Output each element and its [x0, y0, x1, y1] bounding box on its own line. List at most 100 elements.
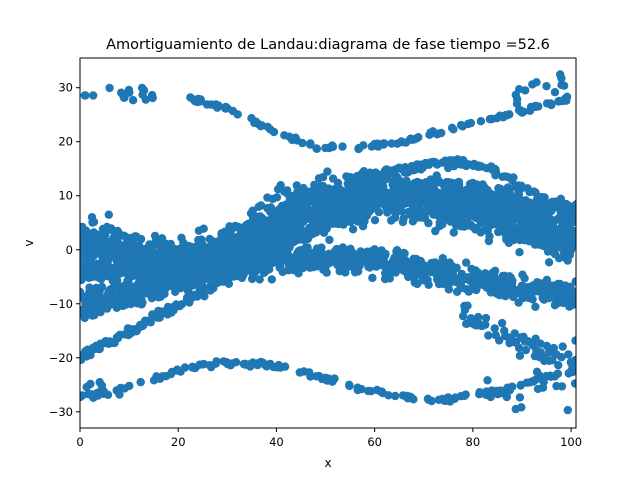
scatter-point [525, 378, 534, 387]
scatter-point [201, 266, 211, 276]
scatter-point [139, 86, 149, 95]
scatter-point [459, 311, 468, 321]
scatter-point [368, 273, 377, 283]
scatter-point [137, 288, 146, 298]
scatter-point [92, 283, 101, 293]
scatter-point [427, 396, 436, 406]
scatter-point [118, 264, 128, 274]
scatter-point [475, 388, 484, 397]
scatter-point [432, 268, 441, 277]
scatter-point [431, 200, 440, 209]
scatter-point [355, 261, 364, 270]
y-tick-label: 20 [58, 135, 73, 149]
scatter-point [156, 292, 165, 301]
scatter-point [248, 206, 257, 215]
scatter-point [515, 203, 524, 212]
scatter-point [331, 193, 340, 202]
scatter-point [295, 368, 304, 377]
scatter-point [177, 233, 186, 242]
scatter-point [293, 187, 302, 196]
scatter-point [443, 211, 452, 220]
scatter-point [505, 272, 514, 281]
scatter-point [205, 361, 214, 370]
scatter-point [413, 201, 423, 210]
scatter-point [460, 214, 469, 223]
scatter-point [338, 243, 348, 252]
scatter-point [292, 136, 302, 145]
scatter-point [355, 207, 364, 216]
scatter-point [146, 289, 155, 298]
scatter-point [89, 91, 98, 100]
scatter-point [443, 259, 452, 268]
scatter-point [129, 271, 139, 280]
scatter-point [449, 228, 458, 237]
scatter-point [401, 187, 410, 196]
scatter-point [87, 390, 96, 399]
scatter-point [136, 377, 145, 387]
scatter-point [426, 175, 435, 184]
scatter-point [96, 268, 106, 277]
scatter-point [102, 298, 112, 307]
scatter-point [538, 383, 548, 392]
scatter-point [515, 248, 524, 257]
scatter-point [377, 184, 386, 193]
scatter-point [350, 175, 359, 185]
scatter-point [325, 235, 334, 245]
scatter-point [110, 245, 119, 255]
scatter-point [525, 187, 534, 197]
scatter-point [397, 207, 406, 216]
scatter-point [313, 184, 323, 193]
scatter-point [475, 209, 485, 218]
scatter-point [226, 241, 235, 251]
scatter-point [562, 92, 572, 102]
scatter-point [540, 226, 549, 236]
scatter-point [508, 224, 517, 233]
scatter-point [443, 266, 453, 275]
scatter-point [400, 168, 410, 177]
y-tick-label: −10 [49, 297, 73, 311]
scatter-point [346, 254, 356, 263]
scatter-point [322, 194, 332, 203]
scatter-point [570, 379, 576, 388]
scatter-point [387, 266, 396, 275]
scatter-point [455, 159, 464, 168]
scatter-point [183, 254, 193, 264]
scatter-point [278, 267, 287, 277]
scatter-point [89, 252, 98, 261]
scatter-point [289, 265, 298, 275]
scatter-point [339, 253, 349, 262]
scatter-point [256, 258, 265, 267]
scatter-point [333, 253, 342, 263]
scatter-point [491, 331, 500, 340]
scatter-point [153, 279, 163, 289]
scatter-point [456, 222, 465, 231]
scatter-point [99, 256, 109, 265]
scatter-point [368, 259, 377, 268]
scatter-point [566, 231, 575, 241]
scatter-point [274, 360, 283, 370]
scatter-point [567, 358, 576, 368]
scatter-point [147, 263, 156, 272]
scatter-point [462, 273, 471, 282]
scatter-point [105, 267, 114, 276]
scatter-point [399, 214, 408, 223]
scatter-point [225, 227, 235, 236]
scatter-point [129, 264, 138, 273]
scatter-point [381, 269, 390, 278]
scatter-point [540, 353, 549, 362]
scatter-point [305, 368, 314, 377]
scatter-point [80, 222, 87, 232]
scatter-point [115, 390, 124, 399]
data-points [80, 70, 576, 415]
scatter-point [183, 281, 192, 291]
scatter-point [554, 361, 563, 370]
scatter-point [289, 206, 298, 216]
scatter-point [265, 222, 274, 231]
scatter-point [326, 219, 335, 228]
x-tick-label: 0 [76, 435, 83, 449]
scatter-point [460, 391, 469, 401]
scatter-point [270, 246, 279, 255]
scatter-point [185, 298, 194, 307]
scatter-point [132, 327, 141, 336]
scatter-point [497, 217, 506, 226]
